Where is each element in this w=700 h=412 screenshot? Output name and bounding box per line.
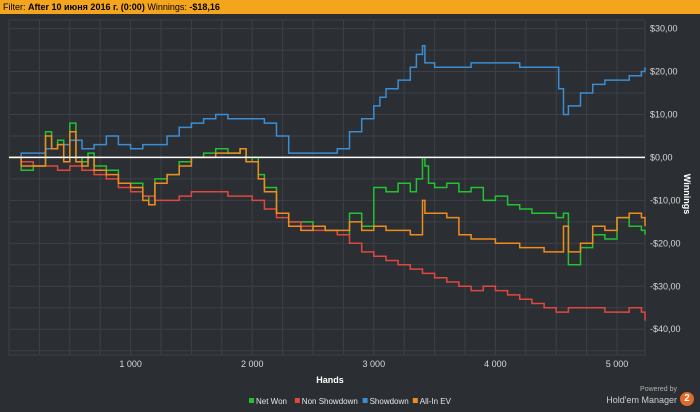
x-tick-label: 5 000 xyxy=(606,359,629,369)
y-tick-label: $30,00 xyxy=(650,24,678,34)
powered-by-text: Powered by xyxy=(640,386,677,393)
legend-swatch xyxy=(412,398,418,403)
legend-swatch xyxy=(294,398,300,403)
series-lines xyxy=(9,45,646,321)
legend-item[interactable]: Net Won xyxy=(249,397,287,406)
legend-label: Non Showdown xyxy=(302,397,358,406)
filter-value: After 10 июня 2016 г. (0:00) xyxy=(28,2,145,12)
plot-border xyxy=(8,19,646,356)
legend-item[interactable]: Showdown xyxy=(362,397,409,406)
y-axis-title: Winnings xyxy=(682,174,692,214)
x-tick-label: 1 000 xyxy=(119,359,142,369)
x-axis-title: Hands xyxy=(316,375,344,385)
legend-label: Net Won xyxy=(256,397,287,406)
x-axis-ticks: 1 000 2 000 3 000 4 000 5 000 xyxy=(119,359,628,369)
winnings-label: Winnings: xyxy=(147,2,187,12)
x-tick-label: 4 000 xyxy=(484,359,507,369)
branding: Powered by Hold'em Manager 2 xyxy=(584,386,694,410)
filter-label: Filter: xyxy=(3,2,26,12)
x-tick-label: 2 000 xyxy=(241,359,264,369)
y-tick-label: $0,00 xyxy=(650,152,673,162)
filter-bar: Filter: After 10 июня 2016 г. (0:00) Win… xyxy=(0,0,700,14)
y-tick-label: -$30,00 xyxy=(650,281,681,291)
winnings-chart: 1 000 2 000 3 000 4 000 5 000 $30,00 $20,00 $1… xyxy=(8,19,692,406)
legend-label: All-In EV xyxy=(420,397,452,406)
product-name: Hold'em Manager xyxy=(606,395,677,405)
y-tick-label: -$10,00 xyxy=(650,195,681,205)
y-tick-label: $10,00 xyxy=(650,109,678,119)
y-tick-label: -$40,00 xyxy=(650,324,681,334)
legend-label: Showdown xyxy=(370,397,409,406)
x-tick-label: 3 000 xyxy=(363,359,386,369)
series-line-all-in-ev xyxy=(9,130,646,253)
series-line-showdown xyxy=(9,45,646,159)
y-axis-ticks: $30,00 $20,00 $10,00 $0,00 -$10,00 -$20,00 -$3… xyxy=(650,24,681,335)
legend-item[interactable]: All-In EV xyxy=(412,397,452,406)
y-tick-label: -$20,00 xyxy=(650,238,681,248)
legend-swatch xyxy=(362,398,368,403)
legend: Net Won Non Showdown Showdown All-In EV xyxy=(249,397,452,406)
series-line-non-showdown xyxy=(9,156,646,321)
y-tick-label: $20,00 xyxy=(650,67,678,77)
winnings-value: -$18,16 xyxy=(189,2,220,12)
legend-item[interactable]: Non Showdown xyxy=(294,397,358,406)
grid xyxy=(8,19,646,356)
legend-swatch xyxy=(249,398,254,403)
hm2-logo-icon: 2 xyxy=(680,392,694,406)
